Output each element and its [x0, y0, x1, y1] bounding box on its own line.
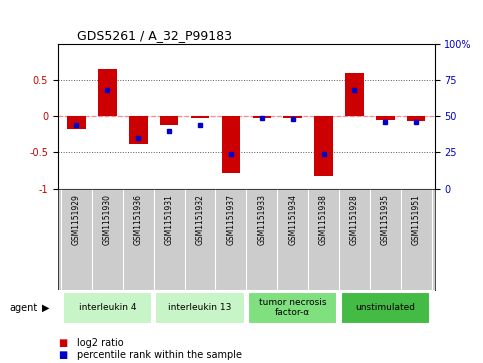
Bar [284, 116, 302, 118]
Text: GSM1151931: GSM1151931 [165, 194, 173, 245]
Text: interleukin 4: interleukin 4 [79, 303, 136, 312]
Bar [222, 116, 240, 173]
Text: GDS5261 / A_32_P99183: GDS5261 / A_32_P99183 [77, 29, 232, 42]
Bar [67, 116, 86, 129]
Text: ■: ■ [58, 350, 67, 360]
Text: agent: agent [10, 303, 38, 313]
Text: interleukin 13: interleukin 13 [168, 303, 232, 312]
Text: tumor necrosis
factor-α: tumor necrosis factor-α [259, 298, 327, 317]
Bar [129, 116, 147, 144]
Bar [376, 116, 395, 120]
Text: GSM1151938: GSM1151938 [319, 194, 328, 245]
Bar [314, 116, 333, 176]
Bar [407, 116, 426, 121]
Text: GSM1151937: GSM1151937 [227, 194, 235, 245]
Text: GSM1151929: GSM1151929 [72, 194, 81, 245]
Text: GSM1151951: GSM1151951 [412, 194, 421, 245]
Text: GSM1151935: GSM1151935 [381, 194, 390, 245]
Bar [63, 292, 152, 323]
Text: log2 ratio: log2 ratio [77, 338, 124, 348]
Bar [191, 116, 209, 118]
Bar [98, 69, 116, 116]
Bar [155, 292, 245, 323]
Text: GSM1151930: GSM1151930 [103, 194, 112, 245]
Bar [160, 116, 178, 125]
Bar [248, 292, 338, 323]
Bar [253, 116, 271, 118]
Bar [345, 73, 364, 116]
Text: unstimulated: unstimulated [355, 303, 415, 312]
Text: ▶: ▶ [42, 303, 50, 313]
Text: ■: ■ [58, 338, 67, 348]
Text: GSM1151936: GSM1151936 [134, 194, 143, 245]
Text: GSM1151933: GSM1151933 [257, 194, 266, 245]
Bar [341, 292, 430, 323]
Text: GSM1151934: GSM1151934 [288, 194, 297, 245]
Text: GSM1151928: GSM1151928 [350, 194, 359, 245]
Text: GSM1151932: GSM1151932 [196, 194, 204, 245]
Text: percentile rank within the sample: percentile rank within the sample [77, 350, 242, 360]
